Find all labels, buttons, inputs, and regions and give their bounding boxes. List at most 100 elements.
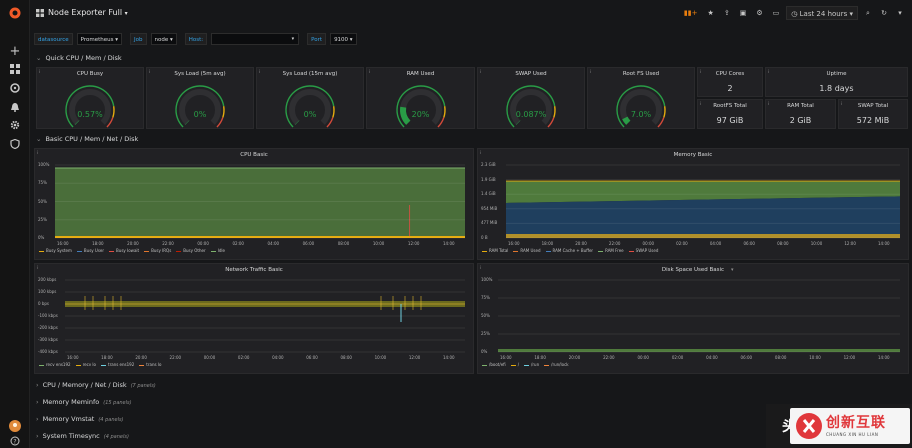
job-select[interactable]: node ▾	[150, 33, 177, 45]
panel-title[interactable]: Root FS Used	[622, 71, 660, 77]
gauge-track	[289, 89, 331, 125]
legend-item[interactable]: RAM Used	[513, 248, 541, 253]
add-panel-icon[interactable]: ▮▮+	[683, 9, 698, 17]
graph-canvas	[65, 279, 465, 353]
datasource-value: Prometheus	[80, 37, 114, 43]
legend-item[interactable]: /	[510, 362, 519, 367]
gear-icon[interactable]	[8, 120, 22, 134]
panel-title[interactable]: CPU Basic	[240, 152, 268, 158]
x-tick-label: 12:00	[843, 355, 856, 360]
y-tick-label: 0 B	[481, 235, 488, 240]
panel-info-icon: i	[369, 69, 371, 74]
row-header-basic[interactable]: ⌄ Basic CPU / Mem / Net / Disk	[36, 135, 138, 143]
legend-item[interactable]: Busy User	[76, 248, 104, 253]
y-tick-label: 75%	[481, 295, 490, 300]
legend-item[interactable]: /boot/efi	[482, 362, 506, 367]
zoom-out-icon[interactable]: ⌕	[866, 9, 870, 17]
row-header-collapsed[interactable]: › CPU / Memory / Net / Disk (7 panels)	[36, 381, 156, 389]
chevron-down-icon[interactable]: ▾	[731, 267, 734, 273]
panel-title[interactable]: Uptime	[826, 71, 847, 77]
bell-icon[interactable]	[8, 102, 22, 116]
panel-title[interactable]: Sys Load (5m avg)	[174, 71, 226, 77]
grafana-logo-icon[interactable]	[8, 6, 22, 20]
legend-item[interactable]: Busy IRQs	[144, 248, 171, 253]
panel-info-icon: i	[700, 101, 702, 106]
template-variables-bar: datasource Prometheus ▾ Job node ▾ Host:…	[34, 32, 357, 46]
panel-title[interactable]: CPU Cores	[715, 71, 745, 77]
x-tick-label: 02:00	[232, 241, 244, 246]
refresh-icon[interactable]: ↻	[881, 9, 887, 17]
dashboards-icon[interactable]	[8, 64, 22, 78]
legend-item[interactable]: trans ens192	[101, 362, 134, 367]
port-value: 9100	[334, 37, 349, 43]
panel-count: (4 panels)	[98, 417, 124, 423]
legend-item[interactable]: SWAP Used	[628, 248, 658, 253]
avatar[interactable]	[8, 420, 22, 434]
time-picker[interactable]: ◷ Last 24 hours ▾	[786, 6, 858, 20]
star-icon[interactable]: ★	[707, 9, 714, 17]
threshold-yellow	[332, 106, 335, 118]
panel-title[interactable]: Memory Basic	[673, 152, 713, 158]
row-header-collapsed[interactable]: › Memory Vmstat (4 panels)	[36, 415, 124, 423]
panel-title[interactable]: SWAP Used	[515, 71, 547, 77]
panel-title[interactable]: Network Traffic Basic	[225, 267, 283, 273]
legend-swatch	[101, 364, 106, 366]
panel-title[interactable]: RootFS Total	[713, 103, 747, 109]
legend-label: RAM Cache + Buffer	[552, 248, 594, 253]
panel-info-icon: i	[37, 150, 39, 155]
panel-title[interactable]: RAM Used	[406, 71, 435, 77]
refresh-interval-chevron-icon[interactable]: ▾	[898, 9, 902, 17]
panel-title[interactable]: Disk Space Used Basic	[661, 267, 725, 273]
panel-title[interactable]: SWAP Total	[857, 103, 889, 109]
panel-title[interactable]: RAM Total	[787, 103, 814, 109]
help-icon[interactable]: ?	[8, 436, 22, 448]
x-tick-label: 06:00	[743, 241, 755, 246]
ram-free-area	[506, 181, 900, 203]
legend-swatch	[524, 364, 530, 366]
chevron-down-icon: ▾	[124, 10, 128, 17]
legend-item[interactable]: RAM Total	[482, 248, 508, 253]
port-select[interactable]: 9100 ▾	[330, 33, 357, 45]
legend-item[interactable]: /run	[524, 362, 539, 367]
share-icon[interactable]: ⇪	[723, 9, 730, 17]
legend-label: trans ens192	[108, 362, 135, 367]
legend-item[interactable]: Busy System	[39, 248, 72, 253]
row-header-collapsed[interactable]: › Memory Meminfo (15 panels)	[36, 398, 132, 406]
tv-mode-icon[interactable]: ▭	[772, 9, 780, 17]
legend-item[interactable]: RAM Free	[598, 248, 624, 253]
y-tick-label: 50%	[38, 198, 47, 204]
legend-item[interactable]: recv lo	[75, 362, 96, 367]
host-select[interactable]: ▾	[211, 33, 300, 45]
legend-item[interactable]: trans lo	[139, 362, 161, 367]
panel-title[interactable]: CPU Busy	[76, 71, 104, 77]
panel-info-icon: i	[480, 69, 482, 74]
legend-item[interactable]: Busy Other	[176, 248, 206, 253]
y-tick-label: 1.9 GiB	[481, 176, 496, 182]
stat-uptime: i Uptime 1.8 days	[765, 67, 908, 97]
save-icon[interactable]: ▣	[739, 9, 747, 17]
explore-icon[interactable]	[8, 83, 22, 97]
row-header-collapsed[interactable]: › System Timesync (4 panels)	[36, 432, 129, 440]
legend-item[interactable]: recv ens192	[39, 362, 71, 367]
legend-item[interactable]: Busy Iowait	[109, 248, 139, 253]
plus-icon[interactable]: +	[9, 44, 21, 59]
legend-item[interactable]: Idle	[210, 248, 225, 253]
host-label: Host:	[184, 33, 208, 45]
gauge-value: 0%	[303, 110, 317, 119]
threshold-yellow	[222, 106, 225, 118]
gauge-value: 0%	[193, 110, 207, 119]
gauge-track	[69, 89, 111, 125]
legend-item[interactable]: /run/lock	[544, 362, 569, 367]
row-header-quick[interactable]: ⌄ Quick CPU / Mem / Disk	[36, 54, 122, 62]
x-tick-label: 18:00	[541, 241, 554, 246]
legend-swatch	[545, 250, 551, 252]
dashboard-title[interactable]: Node Exporter Full ▾	[48, 8, 128, 17]
legend-item[interactable]: RAM Cache + Buffer	[545, 248, 594, 253]
panel-title[interactable]: Sys Load (15m avg)	[282, 71, 338, 77]
panel-count: (15 panels)	[103, 400, 132, 406]
shield-icon[interactable]	[8, 138, 22, 153]
brand-logo: 创新互联 CHUANG XIN HU LIAN	[790, 408, 910, 444]
stat-cpu-cores: i CPU Cores 2	[697, 67, 763, 97]
datasource-select[interactable]: Prometheus ▾	[76, 33, 123, 45]
settings-gear-icon[interactable]: ⚙	[756, 9, 763, 17]
